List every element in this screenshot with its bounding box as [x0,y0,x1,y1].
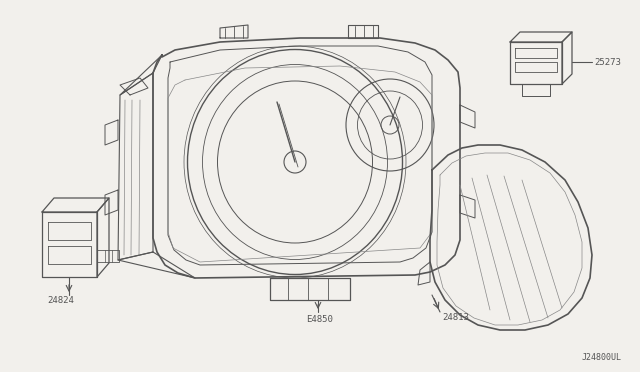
Text: 24824: 24824 [47,296,74,305]
Text: J24800UL: J24800UL [582,353,622,362]
Text: E4850: E4850 [306,315,333,324]
Text: 25273: 25273 [594,58,621,67]
Text: 24813: 24813 [442,313,469,322]
